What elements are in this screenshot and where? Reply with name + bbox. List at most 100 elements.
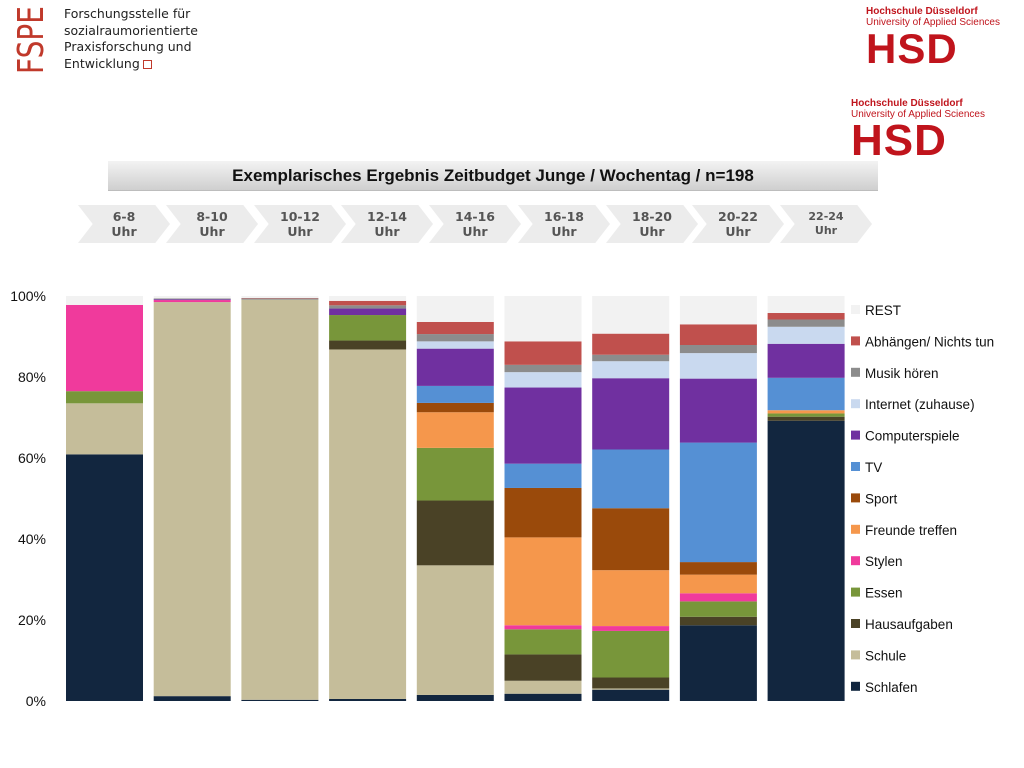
bar-segment	[504, 463, 582, 488]
bar-segment	[679, 625, 757, 701]
time-slot-unit: Uhr	[199, 224, 225, 239]
time-slot-chevron: 16-18 Uhr	[518, 205, 610, 243]
bar-segment	[504, 629, 582, 655]
time-slot-range: 20-22	[718, 209, 758, 224]
time-slot-chevron: 6-8 Uhr	[78, 205, 170, 243]
bar-segment	[329, 308, 407, 316]
bar-segment	[416, 412, 494, 448]
bar-segment	[679, 562, 757, 575]
bar-segment	[592, 677, 670, 689]
bar-segment	[592, 689, 670, 701]
bar-segment	[241, 699, 319, 701]
bar-segment	[504, 341, 582, 365]
time-slot-row: 6-8 Uhr 8-10 Uhr 10-12 Uhr 12-14 Uhr 14-16 Uh…	[78, 205, 878, 243]
bar-segment	[416, 402, 494, 413]
bar-segment	[679, 574, 757, 594]
legend-label: Musik hören	[865, 366, 939, 381]
legend-swatch	[851, 493, 860, 503]
bar-segment	[679, 378, 757, 443]
bar-segment	[767, 343, 845, 378]
bar-segment	[416, 334, 494, 342]
time-slot-range: 16-18	[544, 209, 584, 224]
bar-segment	[329, 296, 407, 301]
legend-swatch	[851, 556, 860, 566]
espe-line: Entwicklung	[64, 56, 198, 73]
hsd-logo-bottom: Hochschule Düsseldorf University of Appl…	[851, 98, 1001, 165]
bar-segment	[767, 377, 845, 411]
hsd-name: Hochschule Düsseldorf	[866, 6, 978, 17]
espe-line: Forschungsstelle für	[64, 6, 191, 21]
bar-segment	[767, 410, 845, 414]
bar-segment	[416, 321, 494, 335]
bar-segment	[679, 324, 757, 346]
bar-segment	[679, 345, 757, 354]
hsd-wordmark: HSD	[851, 116, 947, 165]
espe-logo-mark-text: FSPE	[11, 6, 50, 74]
time-slot-range: 22-24	[808, 210, 844, 223]
bar-segment	[329, 300, 407, 306]
legend-label: Abhängen/ Nichts tun	[865, 334, 994, 349]
y-tick-label: 100%	[10, 288, 46, 304]
bar-segment	[153, 300, 231, 303]
time-slot-chevron: 22-24 Uhr	[780, 205, 872, 243]
bar-segment	[66, 296, 143, 305]
bar-segment	[504, 364, 582, 373]
bar-segment	[66, 304, 143, 392]
bar-segment	[416, 341, 494, 349]
espe-line-text: Entwicklung	[64, 55, 140, 71]
legend-swatch	[851, 650, 860, 660]
bar-segment	[767, 319, 845, 327]
bar-segment	[592, 378, 670, 450]
espe-logo: FSPE Forschungsstelle für sozialraumorie…	[10, 4, 210, 76]
bar-segment	[679, 593, 757, 602]
legend-label: Sport	[865, 491, 898, 506]
legend-label: Computerspiele	[865, 429, 960, 444]
bar-segment	[416, 296, 494, 322]
bar-segment	[504, 372, 582, 388]
bar-segment	[592, 449, 670, 509]
bar-segment	[504, 537, 582, 626]
time-slot-range: 18-20	[632, 209, 672, 224]
bar-segment	[416, 565, 494, 695]
time-slot-chevron: 18-20 Uhr	[606, 205, 698, 243]
bar-segment	[416, 447, 494, 501]
time-slot-unit: Uhr	[462, 224, 488, 239]
hsd-subtitle: University of Applied Sciences	[866, 17, 1000, 28]
time-slot-range: 12-14	[367, 209, 407, 224]
legend-swatch	[851, 399, 860, 409]
y-tick-label: 0%	[26, 693, 46, 709]
bar-segment	[504, 654, 582, 681]
bar-segment	[241, 299, 319, 700]
bar-segment	[66, 403, 143, 455]
legend-label: TV	[865, 460, 882, 475]
legend-swatch	[851, 619, 860, 628]
time-slot-range: 6-8	[112, 209, 136, 224]
time-slot-chevron: 10-12 Uhr	[254, 205, 346, 243]
stacked-bar-chart: 0% 20% 40% 60% 80% 100% REST Abhängen/ Nichts t…	[10, 288, 994, 709]
time-slot-range: 14-16	[455, 209, 495, 224]
time-slot-range: 8-10	[196, 209, 228, 224]
title-bar: Exemplarisches Ergebnis Zeitbudget Junge…	[108, 161, 878, 191]
legend-label: Hausaufgaben	[865, 617, 953, 632]
time-slot-chevron: 20-22 Uhr	[692, 205, 784, 243]
bar-segment	[592, 361, 670, 379]
bar-segment	[767, 413, 845, 417]
bar-segment	[767, 296, 845, 314]
hsd-wordmark: HSD	[866, 25, 958, 72]
bar-segment	[767, 416, 845, 421]
bar-segment	[504, 680, 582, 694]
y-tick-label: 20%	[18, 612, 46, 628]
bar-segment	[679, 353, 757, 379]
bar-segment	[416, 694, 494, 701]
time-slot-unit: Uhr	[639, 224, 665, 239]
time-slot-unit: Uhr	[287, 224, 313, 239]
bar-segment	[592, 626, 670, 631]
bar-segment	[329, 349, 407, 699]
bar-segment	[329, 340, 407, 350]
bar-segment	[153, 696, 231, 701]
time-slot-chevron: 14-16 Uhr	[429, 205, 521, 243]
time-slot-unit: Uhr	[725, 224, 751, 239]
bar-segment	[241, 296, 319, 299]
bar-segment	[416, 500, 494, 566]
espe-logo-mark: FSPE	[11, 6, 50, 74]
